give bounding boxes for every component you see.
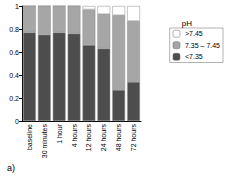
- svg-text:0.2: 0.2: [9, 95, 19, 102]
- svg-text:48 hours: 48 hours: [115, 124, 122, 152]
- svg-text:30 minutes: 30 minutes: [41, 124, 48, 159]
- svg-text:7.35 – 7.45: 7.35 – 7.45: [185, 42, 220, 49]
- svg-text:72 hours: 72 hours: [130, 124, 137, 152]
- svg-text:<7.35: <7.35: [185, 53, 203, 60]
- svg-text:24 hours: 24 hours: [100, 124, 107, 152]
- svg-text:0.6: 0.6: [9, 49, 19, 56]
- svg-text:0: 0: [15, 118, 19, 125]
- svg-text:a): a): [7, 163, 15, 173]
- svg-text:1 hour: 1 hour: [56, 123, 63, 144]
- svg-text:pH: pH: [182, 19, 192, 28]
- svg-text:12 hours: 12 hours: [85, 124, 92, 152]
- svg-text:0.8: 0.8: [9, 26, 19, 33]
- svg-text:baseline: baseline: [26, 124, 33, 150]
- svg-text:>7.45: >7.45: [185, 30, 203, 37]
- svg-text:4 hours: 4 hours: [71, 124, 78, 148]
- svg-text:0.4: 0.4: [9, 72, 19, 79]
- svg-text:1: 1: [15, 3, 19, 10]
